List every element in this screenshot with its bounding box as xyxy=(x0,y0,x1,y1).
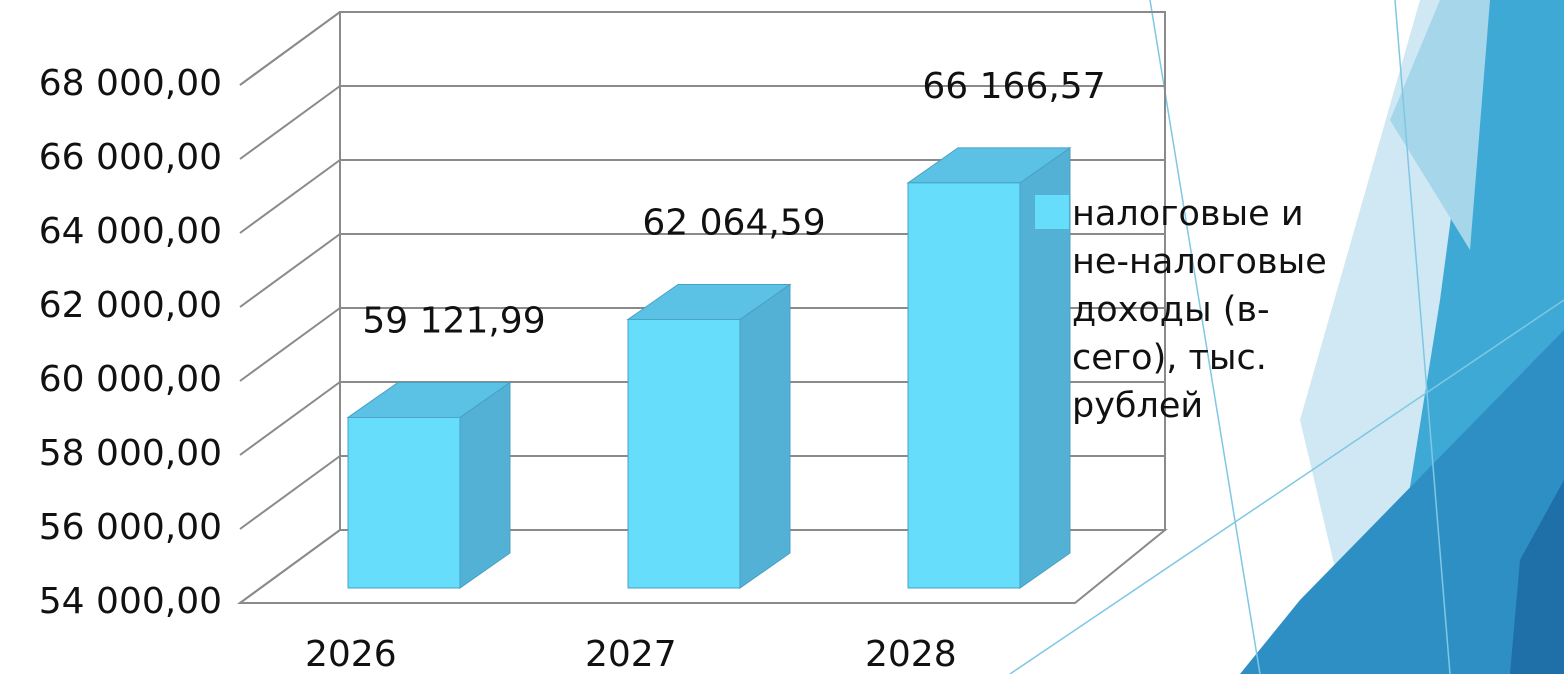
x-tick-label: 2028 xyxy=(865,634,957,674)
grid-line-side xyxy=(239,11,341,86)
y-tick-label: 56 000,00 xyxy=(39,507,222,548)
grid-line-side xyxy=(239,159,341,234)
grid-line-side xyxy=(239,455,341,530)
grid-line-side xyxy=(239,85,341,160)
decor xyxy=(1149,0,1261,674)
y-tick-label: 68 000,00 xyxy=(39,63,222,104)
y-tick-label: 62 000,00 xyxy=(39,285,222,326)
grid-line-side xyxy=(239,307,341,382)
bar-side xyxy=(739,283,791,589)
background-decoration xyxy=(1009,0,1564,674)
x-tick-label: 2026 xyxy=(305,634,397,674)
decor xyxy=(1009,299,1564,674)
y-tick-label: 66 000,00 xyxy=(39,137,222,178)
x-tick-label: 2027 xyxy=(585,634,677,674)
bar xyxy=(627,318,741,589)
decor xyxy=(1240,330,1564,674)
y-tick-label: 54 000,00 xyxy=(39,581,222,622)
decor xyxy=(1510,480,1564,674)
grid-line-side xyxy=(239,529,341,604)
legend-label: налоговые и не-налоговые доходы (в-сего)… xyxy=(1072,194,1327,426)
bar xyxy=(907,182,1021,589)
grid-line-side xyxy=(239,233,341,308)
data-label: 66 166,57 xyxy=(922,66,1105,107)
grid-line-side xyxy=(239,381,341,456)
bar xyxy=(347,416,461,589)
y-tick-label: 64 000,00 xyxy=(39,211,222,252)
data-label: 59 121,99 xyxy=(362,300,545,341)
data-label: 62 064,59 xyxy=(642,202,825,243)
decor xyxy=(1394,0,1451,674)
legend-swatch xyxy=(1035,195,1069,229)
decor xyxy=(1390,0,1490,250)
y-tick-label: 58 000,00 xyxy=(39,433,222,474)
y-tick-label: 60 000,00 xyxy=(39,359,222,400)
bar-side xyxy=(459,381,511,589)
